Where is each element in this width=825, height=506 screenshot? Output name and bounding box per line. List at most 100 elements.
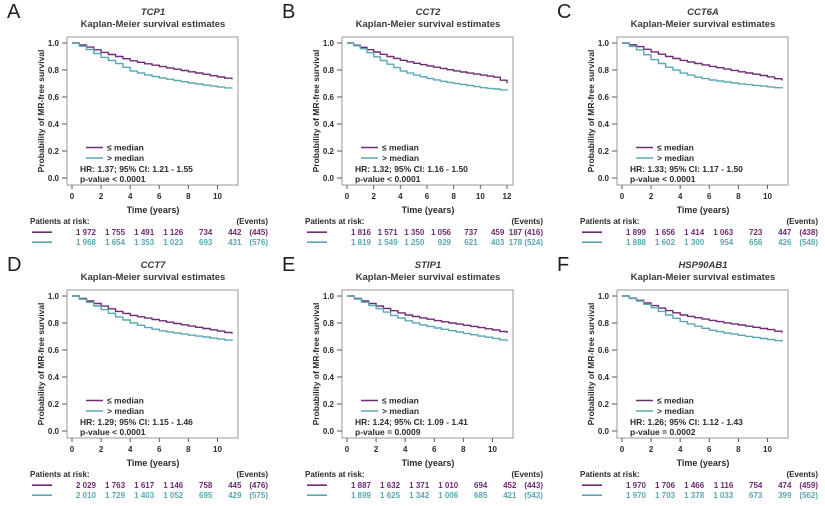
x-tick-label: 2	[371, 192, 376, 201]
legend-label-gt-median: > median	[657, 153, 694, 163]
risk-count: 1 763	[105, 481, 126, 490]
risk-count: 1 063	[713, 228, 734, 237]
risk-count: 929	[438, 238, 452, 247]
risk-count: 656	[749, 238, 763, 247]
p-value-text: p-value = 0.0009	[355, 427, 421, 437]
risk-count: 447	[778, 228, 792, 237]
panel-gene-title: CCT7	[141, 260, 167, 271]
events-count: (438)	[799, 228, 818, 237]
risk-count: 403	[491, 238, 505, 247]
km-curve-le-median	[347, 295, 508, 333]
risk-count: 1 300	[684, 238, 705, 247]
legend-label-le-median: ≤ median	[382, 143, 419, 153]
risk-count: 421	[503, 491, 517, 500]
y-tick-label: 1.0	[48, 292, 60, 301]
risk-count: 1 968	[76, 238, 97, 247]
panel-gene-title: CCT2	[416, 7, 442, 18]
risk-count: 1 888	[626, 238, 647, 247]
y-tick-label: 0.6	[48, 93, 60, 102]
plot-border	[66, 36, 239, 186]
panel-b-cct2: B CCT2 Kaplan-Meier survival estimates 0.0…	[275, 0, 550, 253]
risk-count: 2 010	[76, 491, 97, 500]
y-tick-label: 0.6	[323, 346, 335, 355]
patients-at-risk-label: Patients at risk:	[580, 217, 640, 226]
hazard-ratio-text: HR: 1.24; 95% CI: 1.09 - 1.41	[355, 417, 468, 427]
km-curve-gt-median	[72, 42, 233, 89]
km-curve-le-median	[72, 42, 233, 80]
risk-count: 737	[464, 228, 478, 237]
y-tick-label: 0.2	[48, 400, 60, 409]
km-curve-gt-median	[347, 295, 508, 342]
events-count: (575)	[249, 491, 268, 500]
plot-border	[341, 289, 514, 439]
events-count: (543)	[524, 491, 543, 500]
risk-count: 442	[228, 228, 242, 237]
panel-letter-b: B	[282, 1, 296, 23]
p-value-text: p-value < 0.0001	[630, 174, 696, 184]
panel-f-hsp90ab1: F HSP90AB1 Kaplan-Meier survival estimate…	[550, 253, 825, 506]
risk-count: 1 006	[438, 491, 459, 500]
y-tick-label: 0.0	[48, 174, 60, 183]
risk-count: 758	[199, 481, 213, 490]
risk-count: 459	[491, 228, 505, 237]
y-tick-label: 0.8	[323, 66, 335, 75]
x-tick-label: 10	[213, 192, 222, 201]
panel-letter-c: C	[557, 1, 572, 23]
plot-border	[616, 36, 789, 186]
km-curve-gt-median	[72, 295, 233, 342]
risk-count: 1 350	[404, 228, 425, 237]
panel-letter-a: A	[7, 1, 21, 23]
risk-count: 754	[749, 481, 763, 490]
km-curve-gt-median	[622, 295, 783, 342]
y-tick-label: 0.2	[48, 147, 60, 156]
km-curve-gt-median	[622, 42, 783, 89]
risk-count: 695	[199, 491, 213, 500]
risk-count: 426	[778, 238, 792, 247]
x-tick-label: 8	[186, 445, 191, 454]
x-axis-title: Time (years)	[402, 205, 455, 215]
patients-at-risk-label: Patients at risk:	[30, 470, 90, 479]
x-axis-title: Time (years)	[402, 458, 455, 468]
legend-label-le-median: ≤ median	[382, 396, 419, 406]
y-tick-label: 0.2	[598, 400, 610, 409]
risk-count: 1 703	[655, 491, 676, 500]
x-axis-title: Time (years)	[127, 205, 180, 215]
x-tick-label: 4	[128, 445, 133, 454]
y-axis-title: Probability of MR-free survival	[36, 303, 46, 426]
y-tick-label: 0.2	[323, 400, 335, 409]
risk-count: 694	[474, 481, 488, 490]
events-header: (Events)	[786, 470, 818, 479]
x-tick-label: 2	[649, 192, 654, 201]
y-tick-label: 0.0	[598, 427, 610, 436]
events-header: (Events)	[511, 470, 543, 479]
y-tick-label: 0.8	[598, 319, 610, 328]
risk-count: 1 010	[438, 481, 459, 490]
risk-count: 1 755	[105, 228, 126, 237]
risk-count: 1 052	[163, 491, 184, 500]
y-tick-label: 0.0	[323, 174, 335, 183]
x-tick-label: 2	[649, 445, 654, 454]
risk-count: 1 403	[134, 491, 155, 500]
risk-count: 429	[228, 491, 242, 500]
p-value-text: p-value < 0.0001	[80, 174, 146, 184]
events-header: (Events)	[236, 217, 268, 226]
panel-e-stip1: E STIP1 Kaplan-Meier survival estimates 0.…	[275, 253, 550, 506]
x-tick-label: 4	[128, 192, 133, 201]
y-tick-label: 0.6	[48, 346, 60, 355]
risk-count: 1 656	[655, 228, 676, 237]
legend-label-le-median: ≤ median	[657, 143, 694, 153]
x-tick-label: 0	[70, 192, 75, 201]
risk-count: 1 116	[714, 481, 734, 490]
x-tick-label: 8	[736, 192, 741, 201]
risk-count: 1 371	[409, 481, 430, 490]
x-tick-label: 12	[503, 192, 512, 201]
p-value-text: p-value < 0.0001	[355, 174, 421, 184]
x-tick-label: 6	[432, 445, 437, 454]
y-tick-label: 1.0	[48, 39, 60, 48]
plot-border	[341, 36, 514, 186]
panel-c-cct6a: C CCT6A Kaplan-Meier survival estimates 0.…	[550, 0, 825, 253]
x-tick-label: 10	[488, 445, 497, 454]
